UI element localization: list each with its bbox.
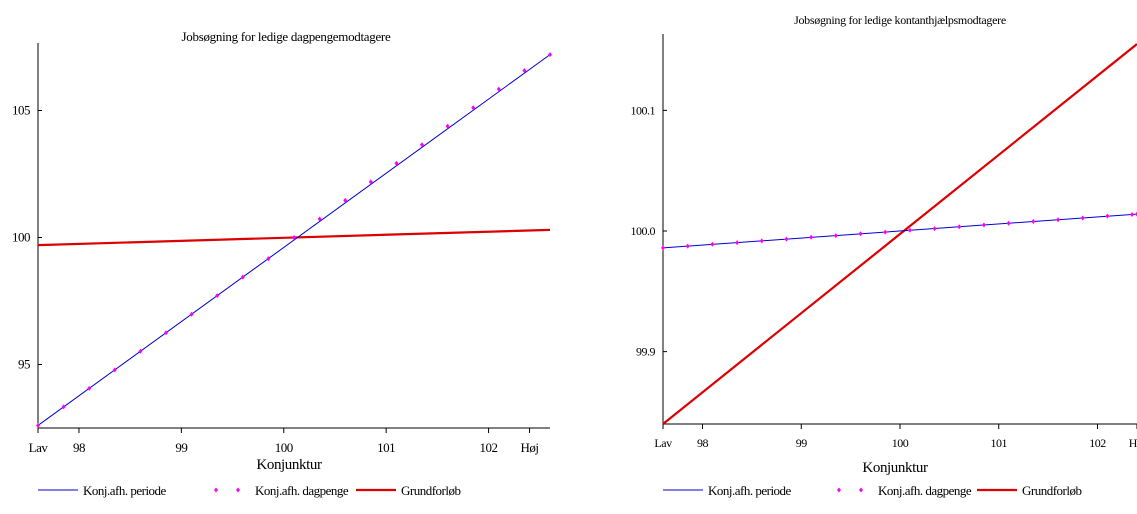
x-tick-label: 100 [275, 440, 293, 455]
series-marker-point [190, 312, 194, 317]
series-marker-point [164, 330, 168, 335]
legend-entry-label: Grundforløb [401, 483, 461, 498]
series-line-grundforloeb [663, 44, 1137, 424]
series-marker-point [62, 404, 66, 409]
series-marker-point [1105, 214, 1109, 219]
x-tick-label: 98 [73, 440, 85, 455]
series-marker-point [241, 275, 245, 280]
series-marker-point [548, 52, 552, 57]
chart-panel-1: Jobsøgning for ledige dagpengemodtagere 9… [12, 29, 552, 498]
series-marker-point [760, 238, 764, 243]
x-axis-label: Konjunktur [862, 460, 928, 476]
legend-entry-label: Grundforløb [1022, 483, 1082, 498]
series-marker-point [87, 386, 91, 391]
y-tick-label: 100.1 [631, 103, 656, 117]
series-marker-point [1007, 221, 1011, 226]
series-marker-point [883, 230, 887, 235]
legend-entry-label: Konj.afh. periode [83, 483, 167, 498]
series-marker-point [710, 242, 714, 247]
legend-marker-symbol [236, 488, 240, 493]
series-marker-point [661, 245, 665, 250]
y-tick-label: 95 [18, 357, 30, 372]
series-marker-point [957, 224, 961, 229]
series-marker-point [1130, 212, 1134, 217]
legend-entry-label: Konj.afh. dagpenge [878, 483, 972, 498]
x-tick-label: 100 [892, 436, 909, 450]
series-marker-point [215, 293, 219, 298]
series-marker-point [138, 349, 142, 354]
x-tick-label: 101 [377, 440, 395, 455]
y-tick-label: 100.0 [631, 224, 656, 238]
x-tick-label: Lav [654, 436, 672, 450]
x-tick-label: 102 [1089, 436, 1106, 450]
y-tick-label: 100 [12, 230, 30, 245]
series-marker-point [113, 367, 117, 372]
chart-title: Jobsøgning for ledige kontanthjælpsmodta… [794, 13, 1006, 27]
legend-marker-symbol [214, 488, 218, 493]
chart-title: Jobsøgning for ledige dagpengemodtagere [182, 29, 391, 44]
series-marker-point [1081, 215, 1085, 220]
x-tick-label: Lav [29, 440, 49, 455]
x-tick-label: 102 [480, 440, 498, 455]
y-tick-label: 99.9 [636, 345, 656, 359]
series-marker-point [784, 237, 788, 242]
series-marker-point [809, 235, 813, 240]
series-marker-point [933, 226, 937, 231]
legend-marker-symbol [837, 488, 841, 493]
series-line-periode [663, 214, 1137, 248]
x-tick-label: Høj [521, 440, 539, 455]
series-marker-point [686, 244, 690, 249]
x-tick-label: 98 [697, 436, 709, 450]
series-marker-point [735, 240, 739, 245]
x-tick-label: 101 [991, 436, 1008, 450]
x-tick-label: 99 [796, 436, 808, 450]
series-marker-point [266, 256, 270, 261]
x-tick-label: Høj [1129, 436, 1137, 450]
y-tick-label: 105 [12, 103, 30, 118]
series-marker-point [1031, 219, 1035, 224]
series-marker-point [834, 233, 838, 238]
series-marker-point [36, 423, 40, 428]
legend-marker-symbol [859, 488, 863, 493]
series-marker-point [982, 222, 986, 227]
chart-panel-2: Jobsøgning for ledige kontanthjælpsmodta… [631, 13, 1137, 498]
legend-entry-label: Konj.afh. dagpenge [255, 483, 349, 498]
series-marker-point [1056, 217, 1060, 222]
x-axis-label: Konjunktur [256, 457, 322, 473]
series-marker-point [859, 231, 863, 236]
legend-entry-label: Konj.afh. periode [708, 483, 792, 498]
x-tick-label: 99 [175, 440, 187, 455]
